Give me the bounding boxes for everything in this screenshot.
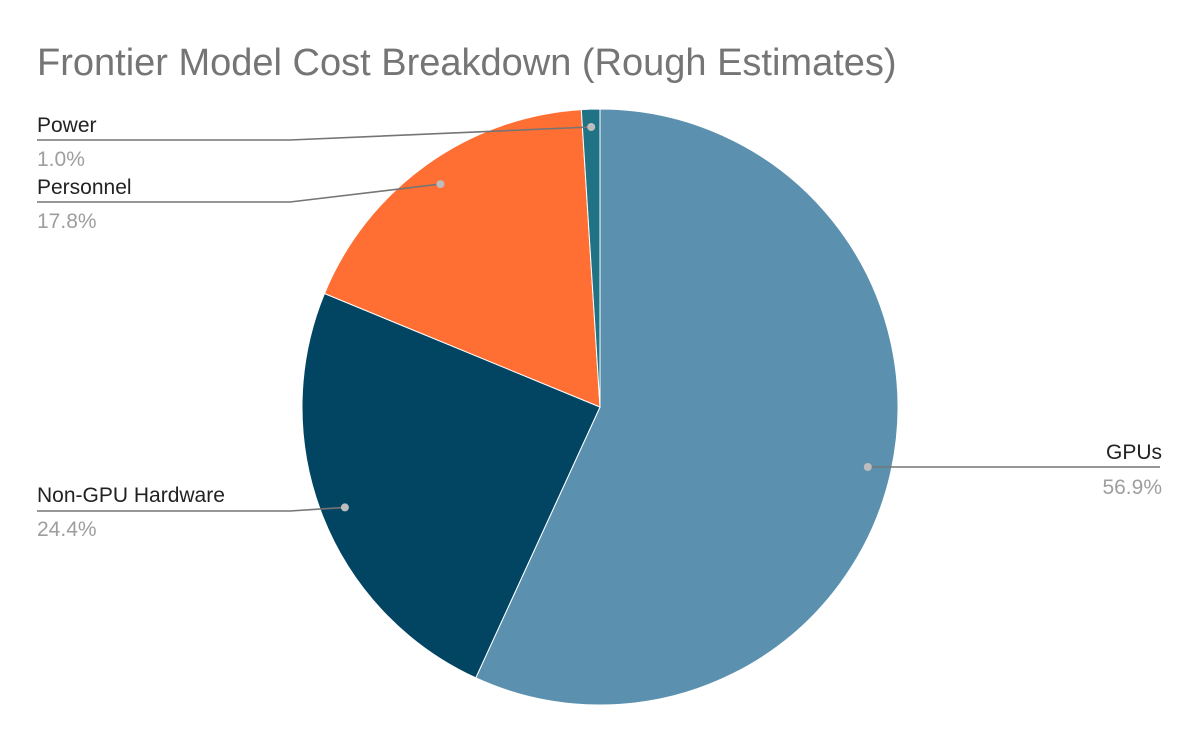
pie-slice-non-gpu-hardware: [301, 292, 601, 679]
slice-percent-power: 1.0%: [37, 148, 85, 171]
slice-label-non-gpu-hardware: Non-GPU Hardware: [37, 484, 225, 507]
leader-dot-gpus: [863, 463, 872, 471]
slice-percent-personnel: 17.8%: [37, 210, 97, 233]
pie-slice-gpus: [475, 108, 899, 706]
slice-percent-non-gpu-hardware: 24.4%: [37, 518, 97, 541]
slice-label-gpus: GPUs: [1106, 441, 1162, 464]
slice-labels: GPUs 56.9% Non-GPU Hardware 24.4% Personnel 1…: [37, 114, 1162, 541]
pie-slice-power: [580, 108, 601, 408]
pie-slice-personnel: [323, 109, 601, 408]
slice-percent-gpus: 56.9%: [1102, 476, 1162, 499]
slice-label-personnel: Personnel: [37, 176, 132, 199]
leader-dot-non-gpu-hardware: [340, 503, 349, 512]
leader-lines: [37, 123, 1160, 512]
leader-line-personnel: [37, 183, 441, 203]
leader-line-power: [37, 126, 592, 141]
leader-dot-personnel: [436, 180, 445, 189]
leader-dot-power: [587, 123, 596, 131]
chart-title: Frontier Model Cost Breakdown (Rough Est…: [37, 42, 897, 84]
pie-slices: [301, 108, 899, 706]
leader-line-non-gpu-hardware: [37, 506, 345, 512]
slice-label-power: Power: [37, 114, 97, 137]
